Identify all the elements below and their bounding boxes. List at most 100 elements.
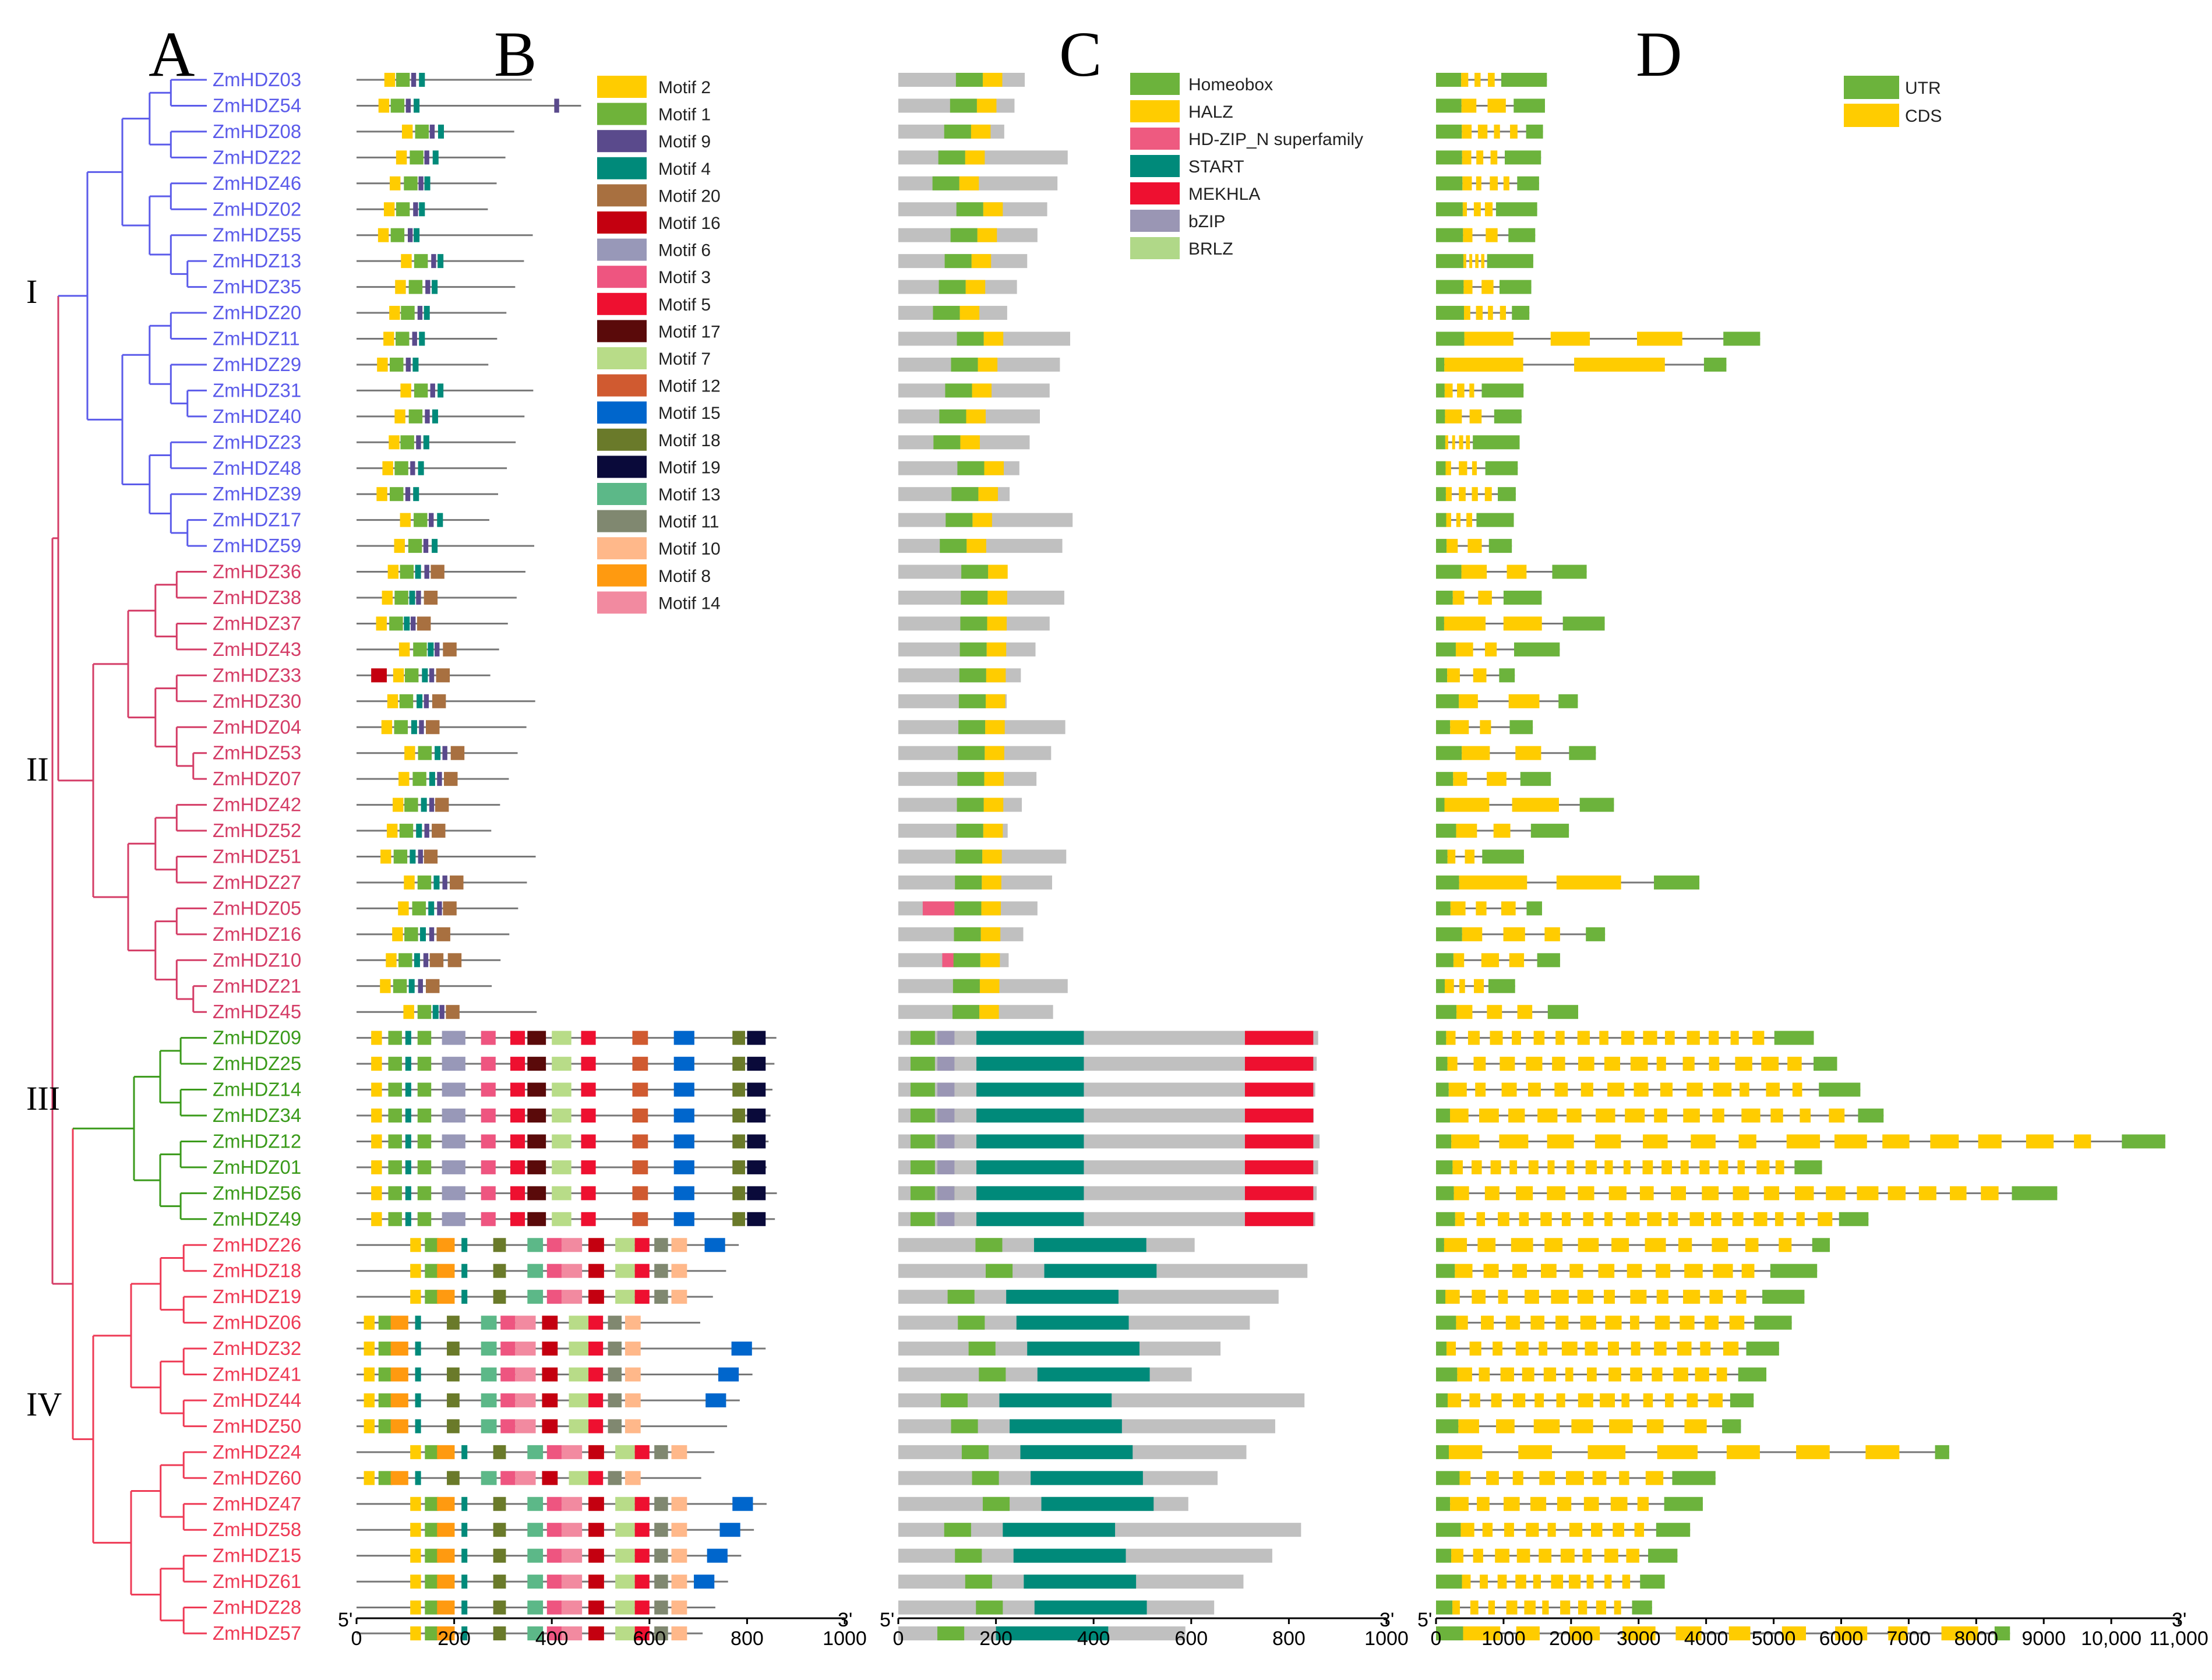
motif-box [380,849,391,864]
cds-box [1712,1238,1728,1252]
utr-box [1436,953,1454,968]
motif-box [732,1082,746,1097]
domain-box [976,1160,1084,1174]
cds-box [1503,176,1509,190]
motif-box [654,1626,668,1640]
cds-box [1604,1057,1620,1071]
cds-box [1459,435,1463,450]
cds-box [1794,1186,1814,1201]
motif-box [388,1212,402,1226]
utr-box [1504,150,1541,165]
cds-box [1516,1186,1533,1201]
cds-box [1478,591,1492,605]
cds-box [1560,1600,1571,1615]
motif-box [364,1367,375,1382]
cds-box [1487,98,1506,113]
motif-box [588,1238,604,1252]
cds-box [1741,1263,1755,1278]
motif-box [527,1212,546,1226]
motif-box [569,1419,589,1434]
motif-box [673,1082,694,1097]
motif-box [432,539,438,553]
motif-box [417,616,431,631]
utr-box [1436,979,1445,993]
motif-box [437,1263,455,1278]
cds-box [1507,564,1527,579]
legend-swatch [597,510,647,532]
motif-box [447,953,462,968]
motif-box [394,461,408,475]
motif-box [493,1600,506,1615]
legend-label: UTR [1905,79,1941,98]
motif-box [542,1393,558,1407]
domain-box [951,357,978,372]
motif-box [414,383,428,398]
cds-box [1551,1575,1564,1589]
motif-box [410,1523,421,1537]
motif-box [388,1030,402,1045]
cds-box [1556,1393,1565,1407]
gene-name: ZmHDZ30 [213,690,301,712]
utr-box [1436,280,1464,294]
motif-box [527,1626,544,1640]
cds-box [1457,1367,1472,1382]
utr-box [1723,331,1761,346]
utr-box [1436,1471,1460,1485]
domain-box [987,591,1007,605]
cds-box [1735,1057,1752,1071]
cds-box [1680,1315,1695,1330]
utr-box [1436,1342,1447,1356]
cds-box [1450,1497,1469,1511]
gene-name: ZmHDZ11 [213,328,300,350]
motif-box [481,1030,496,1045]
motif-box [388,1134,402,1149]
motif-box [425,409,430,423]
cds-box [1781,1626,1807,1640]
cds-box [1713,1263,1733,1278]
motif-box [410,1497,421,1511]
motif-box [395,280,406,294]
domain-box [977,228,997,242]
motif-box [378,98,390,113]
cds-box [1469,1342,1481,1356]
cds-box [1537,1109,1558,1123]
motif-box [382,461,393,475]
cds-box [1713,1082,1732,1097]
motif-box [546,1600,562,1615]
motif-box [364,1315,375,1330]
gene-name: ZmHDZ21 [213,975,301,997]
motif-box [481,1315,497,1330]
utr-box [1436,1575,1462,1589]
gene-name: ZmHDZ15 [213,1545,301,1566]
motif-box [588,1523,604,1537]
motif-box [510,1212,525,1226]
legend-label: Motif 9 [658,132,711,151]
domain-box [940,1393,968,1407]
cds-box [1604,1290,1615,1304]
motif-box [381,720,393,735]
motif-box [371,1057,382,1071]
utr-box [1436,1057,1448,1071]
motif-box [608,1367,622,1382]
cds-box [1774,1212,1784,1226]
cds-box [1463,228,1473,242]
tick-label: 600 [633,1628,666,1650]
motif-box [371,1030,382,1045]
utr-box [1552,564,1587,579]
motif-box [510,1109,525,1123]
clade-label: II [26,750,49,788]
domain-box [1037,1367,1150,1382]
cds-box [1930,1134,1959,1149]
cds-box [2074,1134,2091,1149]
cds-box [1554,1082,1568,1097]
utr-box [1703,357,1727,372]
cds-box [1473,1548,1483,1563]
cds-box [1792,1082,1802,1097]
motif-box [390,1367,408,1382]
motif-box [425,1575,439,1589]
utr-box [1436,124,1462,139]
motif-box [416,591,421,605]
domain-box [982,73,1003,87]
motif-box [625,1419,641,1434]
cds-box [1626,1548,1639,1563]
